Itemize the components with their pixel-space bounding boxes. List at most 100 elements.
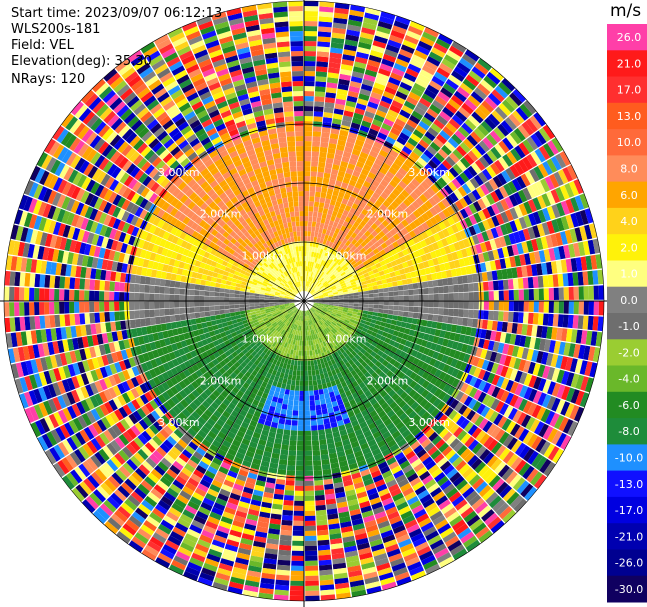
velocity-gate (375, 333, 382, 340)
velocity-gate (336, 240, 342, 247)
velocity-gate (494, 259, 502, 270)
velocity-gate (539, 458, 552, 474)
velocity-gate (304, 365, 308, 371)
velocity-gate (528, 289, 534, 301)
velocity-gate (377, 104, 389, 114)
velocity-gate (308, 380, 313, 386)
velocity-gate (331, 321, 337, 326)
velocity-gate (538, 288, 544, 300)
velocity-gate (382, 341, 389, 349)
velocity-gate (356, 134, 366, 142)
velocity-gate (361, 316, 367, 321)
velocity-gate (523, 360, 531, 373)
velocity-gate (304, 186, 310, 192)
velocity-gate (385, 113, 397, 123)
velocity-gate (419, 97, 432, 108)
velocity-gate (388, 309, 394, 315)
velocity-gate (324, 198, 331, 205)
velocity-gate (433, 293, 439, 301)
velocity-gate (530, 133, 543, 148)
velocity-gate (304, 350, 307, 356)
velocity-gate (453, 308, 459, 317)
velocity-gate (351, 284, 358, 288)
velocity-gate (484, 181, 495, 193)
velocity-gate (447, 316, 454, 324)
velocity-gate (336, 252, 342, 259)
velocity-gate (448, 348, 457, 358)
velocity-gate (458, 284, 464, 293)
velocity-gate (429, 366, 438, 376)
velocity-gate (356, 161, 365, 169)
velocity-gate (584, 377, 594, 393)
velocity-gate (342, 151, 352, 159)
velocity-gate (345, 34, 359, 42)
velocity-gate (354, 165, 363, 173)
velocity-gate (402, 333, 409, 340)
velocity-gate (568, 286, 574, 300)
velocity-gate (289, 590, 304, 596)
velocity-gate (348, 179, 357, 187)
velocity-gate (284, 389, 290, 395)
velocity-gate (311, 146, 320, 152)
velocity-gate (350, 260, 357, 266)
velocity-gate (340, 68, 352, 76)
velocity-gate (364, 230, 371, 238)
velocity-gate (323, 294, 329, 297)
velocity-gate (518, 428, 530, 442)
velocity-gate (577, 315, 584, 330)
velocity-gate (354, 182, 363, 190)
velocity-gate (427, 349, 435, 358)
velocity-gate (368, 96, 381, 105)
velocity-gate (421, 116, 433, 127)
velocity-gate (562, 419, 574, 434)
velocity-gate (524, 336, 532, 348)
velocity-gate (512, 410, 523, 423)
velocity-gate (362, 336, 369, 342)
velocity-gate (354, 241, 361, 248)
velocity-gate (309, 246, 313, 252)
velocity-gate (528, 301, 534, 313)
velocity-gate (339, 269, 345, 275)
velocity-gate (328, 303, 334, 306)
velocity-gate (440, 270, 448, 279)
velocity-gate (505, 167, 516, 181)
velocity-gate (386, 262, 393, 269)
velocity-gate (439, 330, 446, 338)
velocity-gate (315, 86, 326, 93)
velocity-gate (340, 256, 347, 262)
velocity-gate (486, 423, 497, 436)
velocity-gate (317, 307, 322, 311)
velocity-gate (320, 311, 325, 316)
velocity-gate (283, 500, 294, 506)
velocity-gate (434, 71, 448, 83)
velocity-gate (304, 206, 309, 212)
velocity-gate (477, 358, 485, 369)
velocity-gate (310, 277, 313, 283)
velocity-gate (486, 229, 494, 240)
velocity-gate (470, 327, 477, 337)
velocity-gate (397, 113, 409, 123)
velocity-gate (363, 307, 369, 311)
velocity-gate (342, 238, 348, 245)
velocity-gate (460, 326, 467, 335)
velocity-gate (377, 215, 385, 223)
velocity-gate (386, 277, 392, 283)
velocity-gate (317, 544, 331, 551)
velocity-gate (334, 2, 350, 10)
velocity-gate (423, 333, 430, 341)
velocity-gate (385, 196, 394, 204)
velocity-gate (451, 133, 463, 145)
velocity-gate (568, 343, 576, 357)
velocity-gate (354, 331, 361, 337)
velocity-gate (362, 284, 368, 289)
velocity-gate (308, 251, 312, 257)
velocity-gate (502, 137, 514, 151)
velocity-gate (420, 153, 431, 163)
velocity-gate (437, 230, 446, 240)
velocity-gate (521, 347, 529, 360)
velocity-gate (364, 341, 372, 348)
velocity-gate (394, 140, 405, 150)
velocity-gate (304, 156, 311, 162)
velocity-gate (502, 246, 510, 258)
velocity-gate (555, 399, 566, 414)
